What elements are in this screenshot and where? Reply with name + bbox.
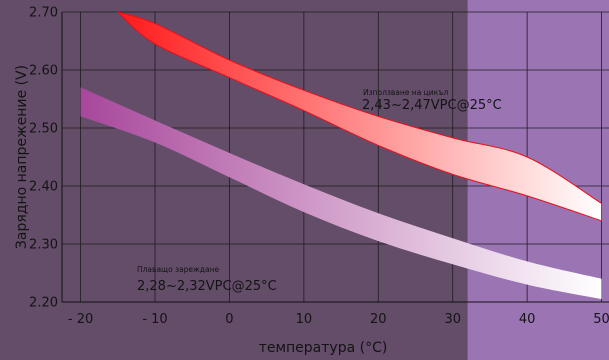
x-tick-label: 40: [519, 312, 536, 327]
bands: [80, 12, 603, 300]
float-charge-band: [80, 87, 602, 300]
x-axis-title: температура (°C): [259, 340, 388, 356]
x-tick-label: 10: [296, 312, 313, 327]
ticks: - 20 - 10 0 10 20 30 40 50 2.20 2.30 2.40 2.50 2.60 2…: [29, 6, 609, 328]
y-tick-label: 2.20: [29, 296, 58, 311]
annotation-cycle-value: 2,43~2,47VPC@25°C: [362, 98, 502, 113]
y-axis-title: Зарядно напрежение (V): [14, 65, 30, 249]
y-tick-label: 2.60: [29, 64, 58, 79]
cycle-use-band: [117, 12, 603, 222]
x-tick-label: 20: [370, 312, 387, 327]
y-tick-label: 2.30: [29, 238, 58, 253]
y-tick-label: 2.70: [29, 6, 58, 21]
x-tick-label: - 20: [68, 312, 93, 327]
y-tick-label: 2.50: [29, 122, 58, 137]
annotation-float-value: 2,28~2,32VPC@25°C: [137, 279, 277, 294]
x-tick-label: 0: [225, 312, 233, 327]
annotation-cycle-label: Използване на цикъл: [363, 88, 448, 97]
axes: [61, 12, 609, 303]
x-tick-label: - 10: [142, 312, 167, 327]
y-tick-label: 2.40: [29, 180, 58, 195]
x-tick-label: 30: [444, 312, 461, 327]
x-tick-label: 50: [593, 312, 609, 327]
annotation-float-label: Плаващо зареждане: [137, 265, 219, 274]
